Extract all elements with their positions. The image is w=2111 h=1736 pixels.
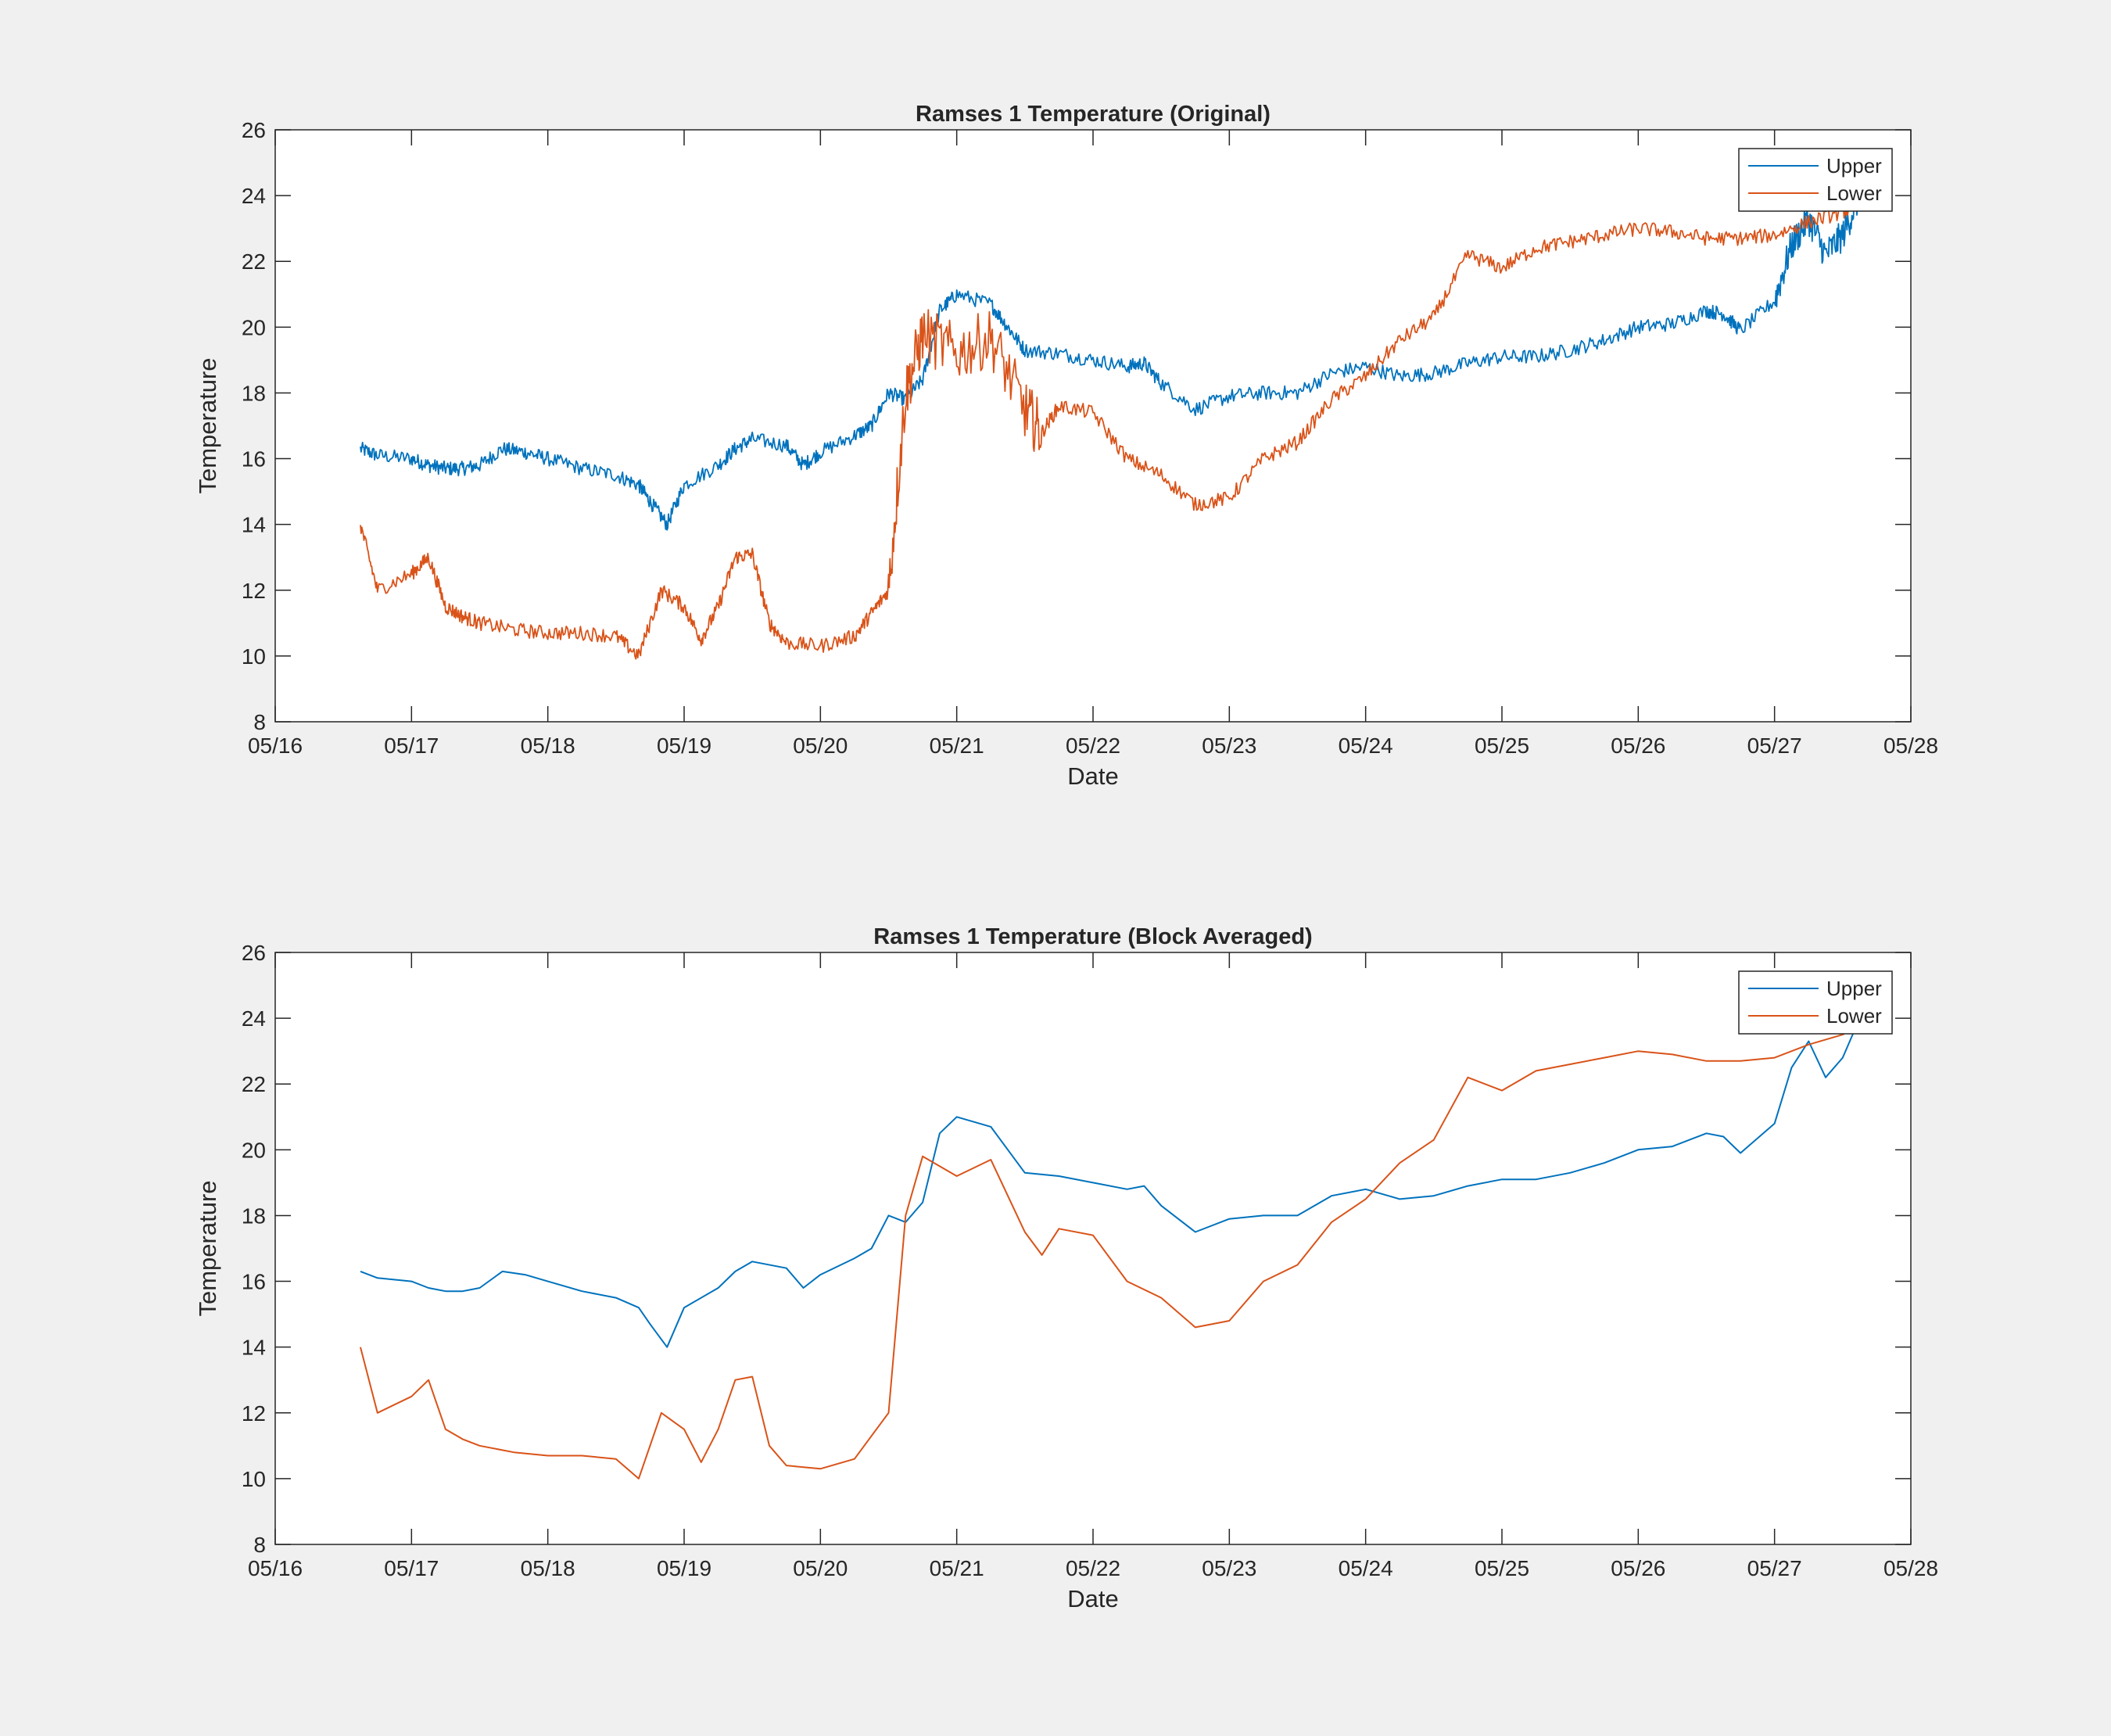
x-tick-label: 05/24	[1339, 733, 1393, 758]
x-tick-label: 05/18	[521, 1556, 575, 1580]
x-axis-label: Date	[1067, 762, 1118, 790]
series-line-upper	[360, 182, 1861, 531]
x-tick-label: 05/24	[1339, 1556, 1393, 1580]
x-tick-label: 05/18	[521, 733, 575, 758]
x-tick-label: 05/26	[1611, 1556, 1665, 1580]
legend-box	[1738, 148, 1893, 212]
y-tick-label: 8	[253, 1533, 266, 1557]
y-axis-label: Temperature	[194, 1180, 221, 1316]
y-tick-label: 12	[242, 1401, 266, 1426]
legend-label-upper: Upper	[1826, 154, 1882, 178]
legend-label-lower: Lower	[1826, 181, 1882, 205]
legend: Upper Lower	[1738, 970, 1893, 1035]
legend-box	[1738, 970, 1893, 1035]
x-tick-label: 05/16	[248, 733, 303, 758]
x-tick-label: 05/20	[793, 1556, 848, 1580]
x-tick-label: 05/20	[793, 733, 848, 758]
series-line-lower	[360, 195, 1861, 660]
y-tick-label: 12	[242, 579, 266, 603]
x-tick-label: 05/28	[1883, 733, 1938, 758]
y-tick-label: 26	[242, 118, 266, 142]
x-tick-label: 05/25	[1475, 1556, 1529, 1580]
y-tick-label: 18	[242, 381, 266, 405]
x-tick-label: 05/22	[1066, 1556, 1120, 1580]
chart-panel-2: 05/16 05/17 05/18 05/19 05/20 05/21 05/22 05/23…	[194, 924, 1938, 1612]
chart-title: Ramses 1 Temperature (Block Averaged)	[873, 924, 1312, 949]
x-tick-label: 05/21	[930, 1556, 984, 1580]
x-tick-label: 05/27	[1747, 1556, 1802, 1580]
x-tick-label: 05/19	[657, 1556, 711, 1580]
y-tick-label: 10	[242, 1467, 266, 1491]
legend: Upper Lower	[1738, 148, 1893, 212]
x-tick-label: 05/26	[1611, 733, 1665, 758]
x-tick-label: 05/28	[1883, 1556, 1938, 1580]
x-tick-label: 05/23	[1202, 1556, 1256, 1580]
y-tick-label: 22	[242, 249, 266, 274]
chart-title: Ramses 1 Temperature (Original)	[916, 102, 1271, 127]
chart-panel-1: 05/16 05/17 05/18 05/19 05/20 05/21 05/22 05/23…	[194, 102, 1938, 790]
y-axis-label: Temperature	[194, 357, 221, 493]
plot-area	[275, 130, 1911, 722]
y-tick-label: 18	[242, 1203, 266, 1228]
y-tick-label: 26	[242, 941, 266, 965]
y-tick-label: 10	[242, 644, 266, 669]
y-tick-label: 24	[242, 1006, 266, 1031]
x-tick-label: 05/27	[1747, 733, 1802, 758]
y-tick-label: 16	[242, 1270, 266, 1294]
x-tick-label: 05/25	[1475, 733, 1529, 758]
y-tick-label: 22	[242, 1072, 266, 1096]
y-tick-label: 14	[242, 1336, 266, 1360]
x-tick-label: 05/19	[657, 733, 711, 758]
legend-label-upper: Upper	[1826, 977, 1882, 1000]
y-tick-label: 20	[242, 315, 266, 339]
series-line-upper	[360, 1017, 1861, 1348]
y-tick-label: 16	[242, 447, 266, 472]
x-tick-label: 05/23	[1202, 733, 1256, 758]
legend-label-lower: Lower	[1826, 1004, 1882, 1028]
series-line-lower	[360, 1024, 1861, 1480]
y-tick-label: 8	[253, 710, 266, 734]
x-tick-label: 05/21	[930, 733, 984, 758]
y-tick-label: 20	[242, 1138, 266, 1162]
x-tick-label: 05/22	[1066, 733, 1120, 758]
plot-area	[275, 952, 1911, 1544]
y-tick-label: 24	[242, 184, 266, 208]
y-tick-label: 14	[242, 513, 266, 537]
x-tick-label: 05/16	[248, 1556, 303, 1580]
x-axis-label: Date	[1067, 1585, 1118, 1612]
x-tick-label: 05/17	[384, 733, 439, 758]
x-tick-label: 05/17	[384, 1556, 439, 1580]
